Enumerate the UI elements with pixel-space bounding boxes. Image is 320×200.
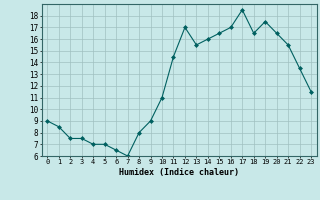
X-axis label: Humidex (Indice chaleur): Humidex (Indice chaleur) [119, 168, 239, 177]
